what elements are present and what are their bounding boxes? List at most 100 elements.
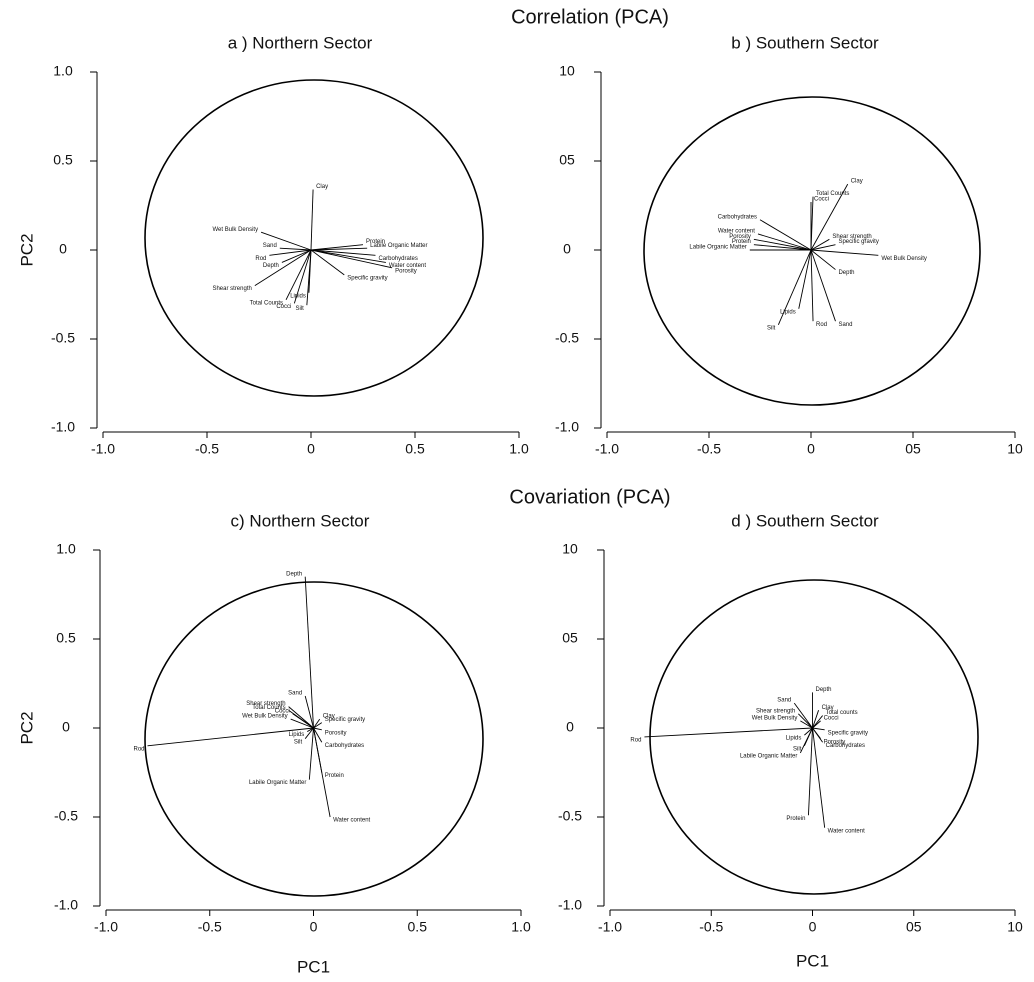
y-tick-label: 0.5 [56,630,76,646]
section-heading: Correlation (PCA) [511,6,669,28]
loading-vector [254,249,312,286]
correlation-circle [144,79,484,397]
loading-vector [310,189,314,251]
loading-vector [793,702,813,729]
variable-label: Wet Bulk Density [242,714,288,720]
x-tick-label: -0.5 [699,919,723,935]
variable-label: Porosity [824,739,846,745]
section-heading: Covariation (PCA) [509,486,670,508]
variable-label: Clay [323,714,335,720]
x-tick-label: -1.0 [598,919,622,935]
y-axis-label: PC2 [17,711,36,744]
variable-label: Lipids [780,309,796,315]
variable-label: Specific gravity [828,730,868,736]
y-tick-label: 1.0 [53,63,73,79]
x-tick-label: -1.0 [595,441,619,457]
correlation-circle [643,96,981,406]
correlation-circle [144,581,484,897]
variable-label: Carbohydrates [826,743,865,749]
loading-vector [310,244,364,251]
x-tick-label: 0 [809,919,817,935]
loading-vector [798,713,813,729]
variable-label: Depth [263,263,279,269]
loading-vector [812,720,821,729]
variable-label: Shear strength [246,701,285,707]
x-tick-label: 0 [307,441,315,457]
variable-label: Porosity [325,730,347,736]
variable-label: Silt [294,739,303,745]
panel-title: b ) Southern Sector [731,33,879,52]
loading-vector [313,718,321,729]
variable-label: Protein [325,773,344,779]
loading-vector [799,727,813,754]
y-tick-label: 0 [566,719,574,735]
x-tick-label: 10 [1007,919,1023,935]
variable-label: Silt [295,306,304,312]
variable-label: Water content [828,828,865,834]
variable-label: Water content [718,229,755,235]
variable-label: Shear strength [756,708,795,714]
x-tick-label: 1.0 [509,441,529,457]
loading-vector [808,727,813,816]
panel: c) Northern Sector 1.0 0.5 0 -0.5 -1.0 -1.0 -0.… [17,511,530,976]
variable-label: Clay [851,179,863,185]
y-tick-label: -0.5 [54,808,78,824]
x-tick-label: -0.5 [697,441,721,457]
x-tick-label: -1.0 [94,919,118,935]
loading-vector [304,727,314,739]
variable-label: Total counts [826,710,858,716]
variable-label: Protein [786,816,805,822]
panel: d ) Southern Sector 10 05 0 -0.5 -1.0 -1.0 -0.5… [558,511,1023,970]
y-axis-label: PC2 [17,233,36,266]
loading-vector [810,249,879,256]
x-tick-label: 05 [905,441,921,457]
variable-label: Lipids [290,293,306,299]
loading-vector [753,244,812,251]
variable-label: Silt [793,746,802,752]
variable-label: Silt [767,325,776,331]
variable-label: Depth [816,687,832,693]
x-tick-label: 0.5 [405,441,425,457]
y-tick-label: 0 [62,719,70,735]
variable-label: Cocci [275,708,290,714]
panel-title: c) Northern Sector [231,511,370,530]
loading-vector [812,727,825,731]
variable-label: Sand [263,243,277,249]
variable-label: Rod [255,256,266,262]
loading-vector [800,720,813,729]
variable-label: Carbohydrates [325,743,364,749]
variable-label: Water content [333,818,370,824]
variable-label: Sand [838,322,852,328]
x-tick-label: 0 [310,919,318,935]
variable-label: Rod [816,322,827,328]
y-tick-label: -1.0 [558,897,582,913]
loading-vector [313,727,323,743]
variable-label: Sand [777,698,791,704]
loading-vector [279,247,312,251]
loading-vector [812,710,820,729]
loading-vector [812,727,821,739]
loading-vector [304,576,314,729]
loading-vector [306,249,312,306]
x-axis-label: PC1 [297,957,330,976]
loading-vector [281,249,312,263]
y-tick-label: -0.5 [558,808,582,824]
x-tick-label: -0.5 [198,919,222,935]
loading-vector [147,727,314,747]
variable-label: Cocci [824,715,839,721]
variable-label: Protein [366,239,385,245]
variable-label: Rod [630,737,641,743]
loading-vector [313,727,323,773]
variable-label: Carbohydrates [378,256,417,262]
y-tick-label: 1.0 [56,541,76,557]
variable-label: Wet Bulk Density [881,256,927,262]
loading-vector [812,727,826,828]
panel: a ) Northern Sector 1.0 0.5 0 -0.5 -1.0 -1.0 -0… [17,33,528,456]
y-tick-label: -1.0 [555,419,579,435]
loading-vector [777,249,812,325]
loading-vector [307,727,314,732]
y-tick-label: 10 [562,541,578,557]
panel-title: a ) Northern Sector [228,33,373,52]
x-tick-label: 0 [807,441,815,457]
